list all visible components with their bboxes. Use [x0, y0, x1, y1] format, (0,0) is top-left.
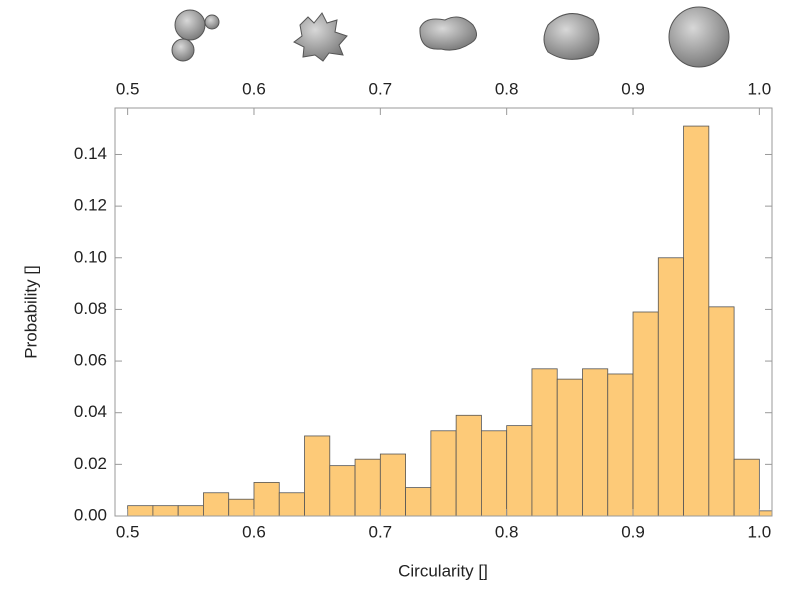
y-tick-label: 0.06 [74, 351, 107, 370]
x-tick-label: 0.9 [621, 522, 645, 541]
y-tick-label: 0.08 [74, 299, 107, 318]
top-x-tick-label: 0.9 [621, 79, 645, 98]
y-tick-label: 0.12 [74, 196, 107, 215]
bar [228, 498, 255, 516]
x-tick-label: 0.5 [116, 522, 140, 541]
bar [506, 425, 533, 516]
bar [683, 125, 710, 516]
top-x-tick-label: 0.8 [495, 79, 519, 98]
bar [733, 458, 760, 516]
bar [379, 453, 406, 516]
bar [657, 257, 684, 516]
top-x-tick-label: 0.5 [116, 79, 140, 98]
bar [632, 311, 659, 516]
top-x-tick-label: 0.7 [369, 79, 393, 98]
bar [531, 368, 558, 516]
bar [329, 465, 356, 516]
bar [607, 373, 634, 516]
top-x-tick-label: 1.0 [748, 79, 772, 98]
bar [405, 487, 432, 516]
x-tick-label: 0.6 [242, 522, 266, 541]
bar [430, 430, 457, 516]
x-axis-label: Circularity [] [398, 561, 488, 580]
bar [253, 482, 280, 516]
x-tick-label: 0.7 [369, 522, 393, 541]
bar [455, 414, 482, 516]
bar [127, 505, 154, 516]
bar [556, 378, 583, 516]
plot-frame [114, 107, 773, 517]
y-tick-label: 0.02 [74, 454, 107, 473]
top-x-tick-label: 0.6 [242, 79, 266, 98]
bar [481, 430, 508, 516]
bar [582, 368, 609, 516]
bar [354, 458, 381, 516]
y-tick-label: 0.10 [74, 247, 107, 266]
y-tick-label: 0.14 [74, 144, 107, 163]
y-tick-label: 0.00 [74, 505, 107, 524]
bar [152, 505, 179, 516]
bar [708, 306, 735, 516]
particle-images [171, 6, 730, 68]
y-tick-label: 0.04 [74, 402, 107, 421]
y-axis-label: Probability [] [21, 265, 40, 359]
bar [203, 492, 230, 516]
bar [278, 492, 305, 516]
x-tick-label: 1.0 [748, 522, 772, 541]
bar [177, 505, 204, 516]
x-tick-label: 0.8 [495, 522, 519, 541]
bar [304, 435, 331, 516]
